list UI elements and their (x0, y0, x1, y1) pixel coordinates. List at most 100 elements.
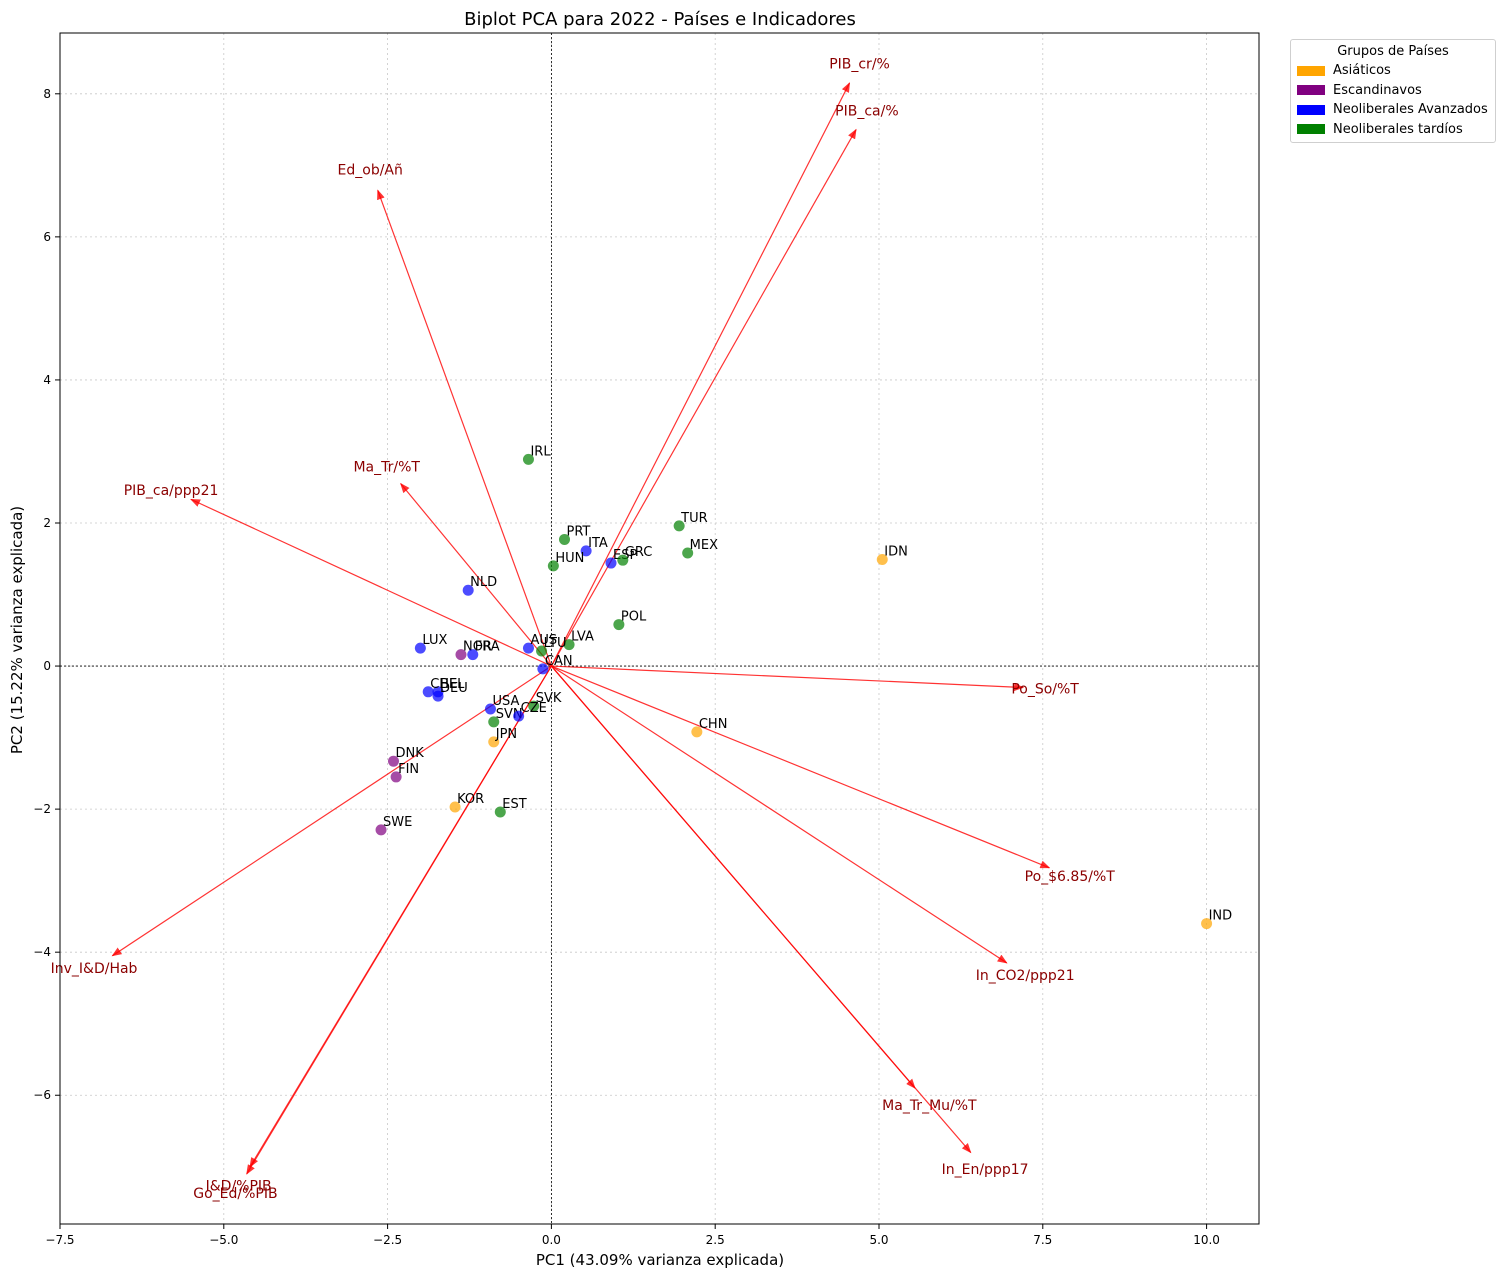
country-point (536, 645, 548, 657)
legend: Grupos de Países Asiáticos Escandinavos … (1290, 39, 1496, 143)
loading-arrow (246, 665, 552, 1175)
country-label: POL (621, 610, 647, 625)
x-tick-label: −2.5 (373, 1233, 402, 1247)
country-label: PRT (566, 524, 590, 539)
loading-arrows: PIB_cr/% PIB_ca/% Ed_ob/Añ Ma_Tr/%T PIB_ca/p… (51, 56, 1116, 1201)
loading-arrow (190, 498, 552, 667)
country-label: SWE (383, 815, 412, 830)
y-axis-label: PC2 (15.22% varianza explicada) (8, 506, 26, 754)
x-tick-label: 0.0 (542, 1233, 561, 1247)
loading-arrow (551, 665, 1025, 692)
country-label: LTU (544, 636, 567, 651)
country-point (876, 553, 888, 565)
country-label: SVK (536, 691, 562, 706)
y-tick-label: 6 (43, 230, 51, 244)
country-point (484, 703, 496, 715)
legend-item-escandinavos: Escandinavos (1297, 81, 1489, 101)
loading-label: Ed_ob/Añ (338, 163, 403, 179)
x-tick-label: 7.5 (1033, 1233, 1052, 1247)
country-label: CZE (521, 701, 547, 716)
country-point (528, 700, 540, 712)
country-label: FIN (398, 762, 419, 777)
loading-label: I&D/%PIB (206, 1179, 272, 1195)
loading-label: In_En/ppp17 (942, 1162, 1029, 1178)
x-axis-label: PC1 (43.09% varianza explicada) (536, 1251, 784, 1269)
legend-swatch (1297, 104, 1325, 115)
y-tick-label: 4 (43, 373, 51, 387)
zero-lines (60, 33, 1259, 1224)
loading-label: Inv_I&D/Hab (51, 961, 138, 977)
legend-label: Escandinavos (1333, 82, 1422, 98)
country-point (390, 771, 402, 783)
country-point (691, 726, 703, 738)
country-label: KOR (457, 792, 484, 807)
loading-arrow (551, 665, 1008, 964)
country-point (558, 533, 570, 545)
y-tick-label: 0 (43, 659, 51, 673)
x-tick-label: −7.5 (45, 1233, 74, 1247)
legend-item-asiaticos: Asiáticos (1297, 61, 1489, 81)
country-point (617, 554, 629, 566)
country-label: BEL (440, 677, 465, 692)
country-point (422, 686, 434, 698)
country-point (414, 642, 426, 654)
country-label: CHE (430, 677, 457, 692)
country-point (488, 716, 500, 728)
loading-label: Po_So/%T (1011, 682, 1079, 698)
y-tick-label: −6 (33, 1088, 51, 1102)
country-point (455, 649, 467, 661)
x-tick-label: −5.0 (209, 1233, 238, 1247)
country-point (488, 736, 500, 748)
loading-label: PIB_ca/% (835, 103, 898, 119)
country-point (522, 642, 534, 654)
country-points: IRLPRTTURITAESPGRCMEXIDNHUNNLDPOLLVAAUSL… (375, 444, 1233, 930)
x-tick-label: 2.5 (706, 1233, 725, 1247)
country-label: CAN (545, 654, 573, 669)
country-point (613, 619, 625, 631)
country-point (547, 560, 559, 572)
country-label: GRC (625, 545, 653, 560)
country-point (563, 639, 575, 651)
grid-lines (59, 33, 1259, 1224)
country-label: JPN (495, 727, 517, 742)
country-label: HUN (555, 551, 584, 566)
legend-item-neoliberales-tardios: Neoliberales tardíos (1297, 120, 1489, 140)
loading-arrow (550, 128, 857, 667)
country-point (522, 453, 534, 465)
loading-label: Po_$6.85/%T (1025, 869, 1116, 885)
legend-swatch (1297, 85, 1325, 96)
loading-arrow (550, 665, 972, 1154)
country-point (432, 690, 444, 702)
legend-item-neoliberales-avanzados: Neoliberales Avanzados (1297, 100, 1489, 120)
country-label: NLD (470, 575, 497, 590)
loading-label: Ma_Tr/%T (353, 460, 420, 476)
legend-label: Neoliberales Avanzados (1333, 102, 1488, 118)
country-label: LUX (422, 633, 447, 648)
axis-ticks: −7.5 −5.0 −2.5 0.0 2.5 5.0 7.5 10.0 −6 −4 −2 0 2 4 6 8 (33, 87, 1220, 1247)
loading-arrow (400, 482, 552, 667)
loading-label: In_CO2/ppp21 (976, 968, 1075, 984)
loading-label: Ma_Tr_Mu/%T (882, 1098, 977, 1114)
country-label: USA (492, 694, 519, 709)
country-point (537, 663, 549, 675)
country-label: MEX (690, 538, 718, 553)
y-tick-label: −2 (33, 802, 51, 816)
plot-frame (59, 32, 1260, 1225)
country-point (513, 710, 525, 722)
loading-label: Go_Ed/%PIB (193, 1186, 277, 1202)
legend-label: Asiáticos (1333, 63, 1391, 79)
legend-title: Grupos de Países (1337, 44, 1449, 59)
loading-arrow (551, 665, 1051, 869)
x-tick-label: 5.0 (869, 1233, 888, 1247)
y-tick-label: 8 (43, 87, 51, 101)
legend-swatch (1297, 65, 1325, 76)
loading-arrow (377, 189, 552, 667)
country-label: TUR (680, 511, 708, 526)
loading-arrow (550, 82, 851, 667)
legend-swatch (1297, 124, 1325, 135)
country-point (605, 557, 617, 569)
country-point (494, 806, 506, 818)
country-point (580, 545, 592, 557)
country-label: IND (1209, 909, 1233, 924)
x-tick-label: 10.0 (1193, 1233, 1220, 1247)
